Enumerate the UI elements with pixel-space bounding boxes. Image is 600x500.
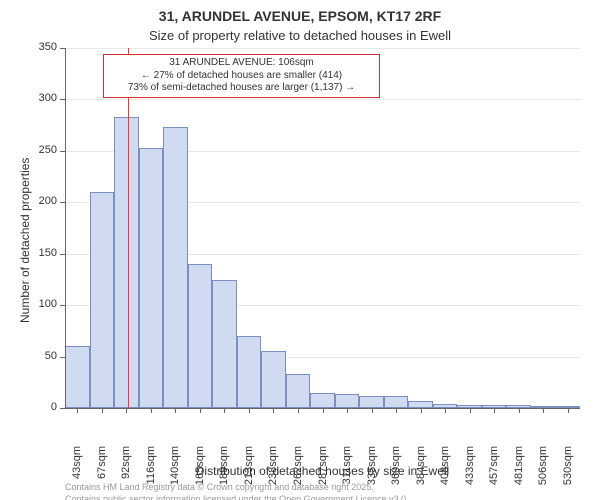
chart-title: 31, ARUNDEL AVENUE, EPSOM, KT17 2RF — [0, 8, 600, 24]
chart-subtitle: Size of property relative to detached ho… — [0, 28, 600, 43]
y-tick-label: 350 — [27, 41, 57, 53]
histogram-bar — [408, 401, 433, 408]
histogram-bar — [188, 264, 213, 408]
chart-footer: Contains HM Land Registry data © Crown c… — [65, 482, 409, 500]
histogram-bar — [335, 394, 360, 408]
property-marker-line — [128, 48, 129, 408]
property-annotation: 31 ARUNDEL AVENUE: 106sqm← 27% of detach… — [103, 54, 380, 98]
y-tick-label: 50 — [27, 350, 57, 362]
x-axis-label: Distribution of detached houses by size … — [65, 464, 580, 478]
y-tick-label: 0 — [27, 401, 57, 413]
histogram-bar — [286, 374, 311, 408]
histogram-bar — [310, 393, 335, 408]
histogram-bar — [261, 351, 286, 408]
annotation-line3: 73% of semi-detached houses are larger (… — [108, 82, 375, 95]
y-axis-label: Number of detached properties — [18, 158, 32, 323]
annotation-line2: ← 27% of detached houses are smaller (41… — [108, 70, 375, 83]
gridline — [65, 99, 580, 100]
histogram-bar — [359, 396, 384, 408]
histogram-bar — [237, 336, 262, 408]
y-tick-label: 300 — [27, 92, 57, 104]
histogram-bar — [65, 346, 90, 408]
histogram-bar — [163, 127, 188, 408]
y-axis-line — [65, 48, 66, 408]
histogram-bar — [114, 117, 139, 408]
chart-container: 31, ARUNDEL AVENUE, EPSOM, KT17 2RF Size… — [0, 0, 600, 500]
annotation-line1: 31 ARUNDEL AVENUE: 106sqm — [108, 57, 375, 70]
histogram-bar — [212, 280, 237, 408]
x-axis-line — [65, 408, 580, 409]
y-tick-label: 250 — [27, 144, 57, 156]
histogram-bar — [139, 148, 164, 408]
histogram-bar — [90, 192, 115, 408]
footer-line2: Contains public sector information licen… — [65, 494, 409, 500]
histogram-bar — [384, 396, 409, 408]
footer-line1: Contains HM Land Registry data © Crown c… — [65, 482, 409, 494]
gridline — [65, 48, 580, 49]
plot-area: 05010015020025030035043sqm67sqm92sqm116s… — [65, 48, 580, 408]
